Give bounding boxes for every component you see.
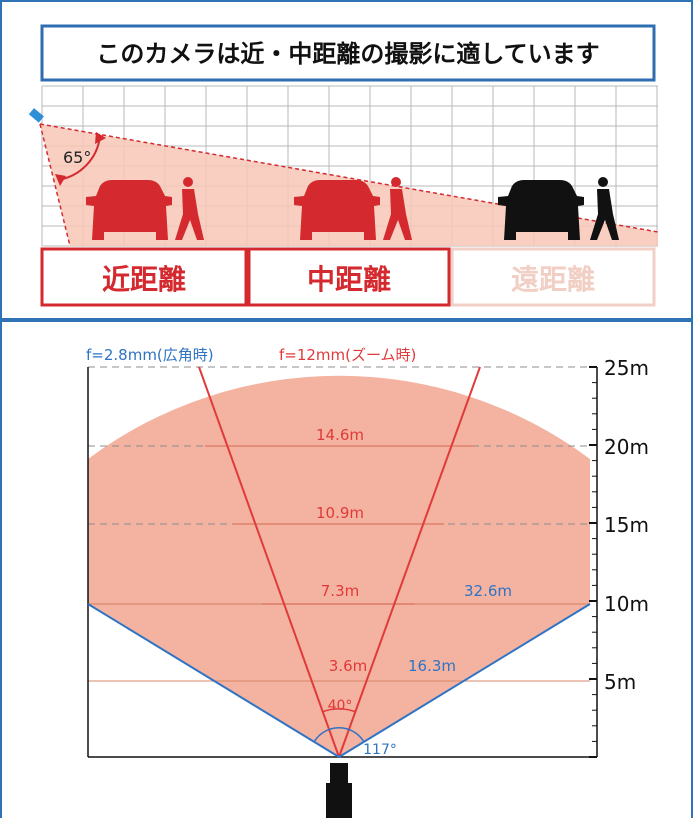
zoom-angle-arc	[321, 708, 357, 713]
scale-label: 15m	[604, 513, 649, 537]
car-icon	[86, 180, 172, 240]
zoom-fov-left	[198, 366, 340, 758]
width-label: 10.9m	[316, 504, 364, 522]
range-box-near	[40, 247, 248, 307]
width-label: 32.6m	[464, 582, 512, 600]
width-label: 7.3m	[321, 582, 359, 600]
title-box	[40, 24, 656, 82]
arrow-head-icon	[95, 132, 106, 144]
distance-scale	[589, 366, 598, 758]
camera-body-icon	[330, 763, 348, 783]
scale-label: 20m	[604, 435, 649, 459]
range-box-mid	[247, 247, 451, 307]
person-icon	[175, 177, 204, 240]
range-label-near: 近距離	[102, 263, 186, 296]
car-icon	[294, 180, 380, 240]
wide-coverage-area	[88, 375, 590, 757]
wide-fov-left	[87, 603, 340, 758]
person-icon	[383, 177, 412, 240]
scale-label: 25m	[604, 356, 649, 380]
angle-label: 65°	[63, 148, 91, 167]
wide-angle-label: 117°	[363, 742, 397, 758]
camera-icon	[28, 108, 44, 123]
angle-arc-icon	[57, 135, 101, 181]
width-label: 3.6m	[329, 657, 367, 675]
page-title: このカメラは近・中距離の撮影に適しています	[96, 40, 599, 68]
scale-label: 5m	[604, 670, 636, 694]
person-icon	[590, 177, 619, 240]
range-label-mid: 中距離	[307, 263, 391, 296]
legend-zoom: f=12mm(ズーム時)	[279, 346, 416, 364]
width-label: 16.3m	[408, 657, 456, 675]
wide-fov-right	[338, 603, 591, 758]
arrow-head-icon	[55, 174, 66, 186]
zoom-fov-right	[338, 366, 481, 758]
camera-base-icon	[326, 783, 352, 818]
range-box-far	[450, 247, 656, 307]
zoom-angle-label: 40°	[328, 698, 353, 714]
wide-angle-arc	[313, 726, 365, 743]
legend-wide: f=2.8mm(広角時)	[86, 346, 214, 364]
width-markers	[88, 445, 590, 682]
car-icon	[498, 180, 584, 240]
width-label: 14.6m	[316, 426, 364, 444]
range-label-far: 遠距離	[511, 263, 595, 296]
scale-label: 10m	[604, 592, 649, 616]
